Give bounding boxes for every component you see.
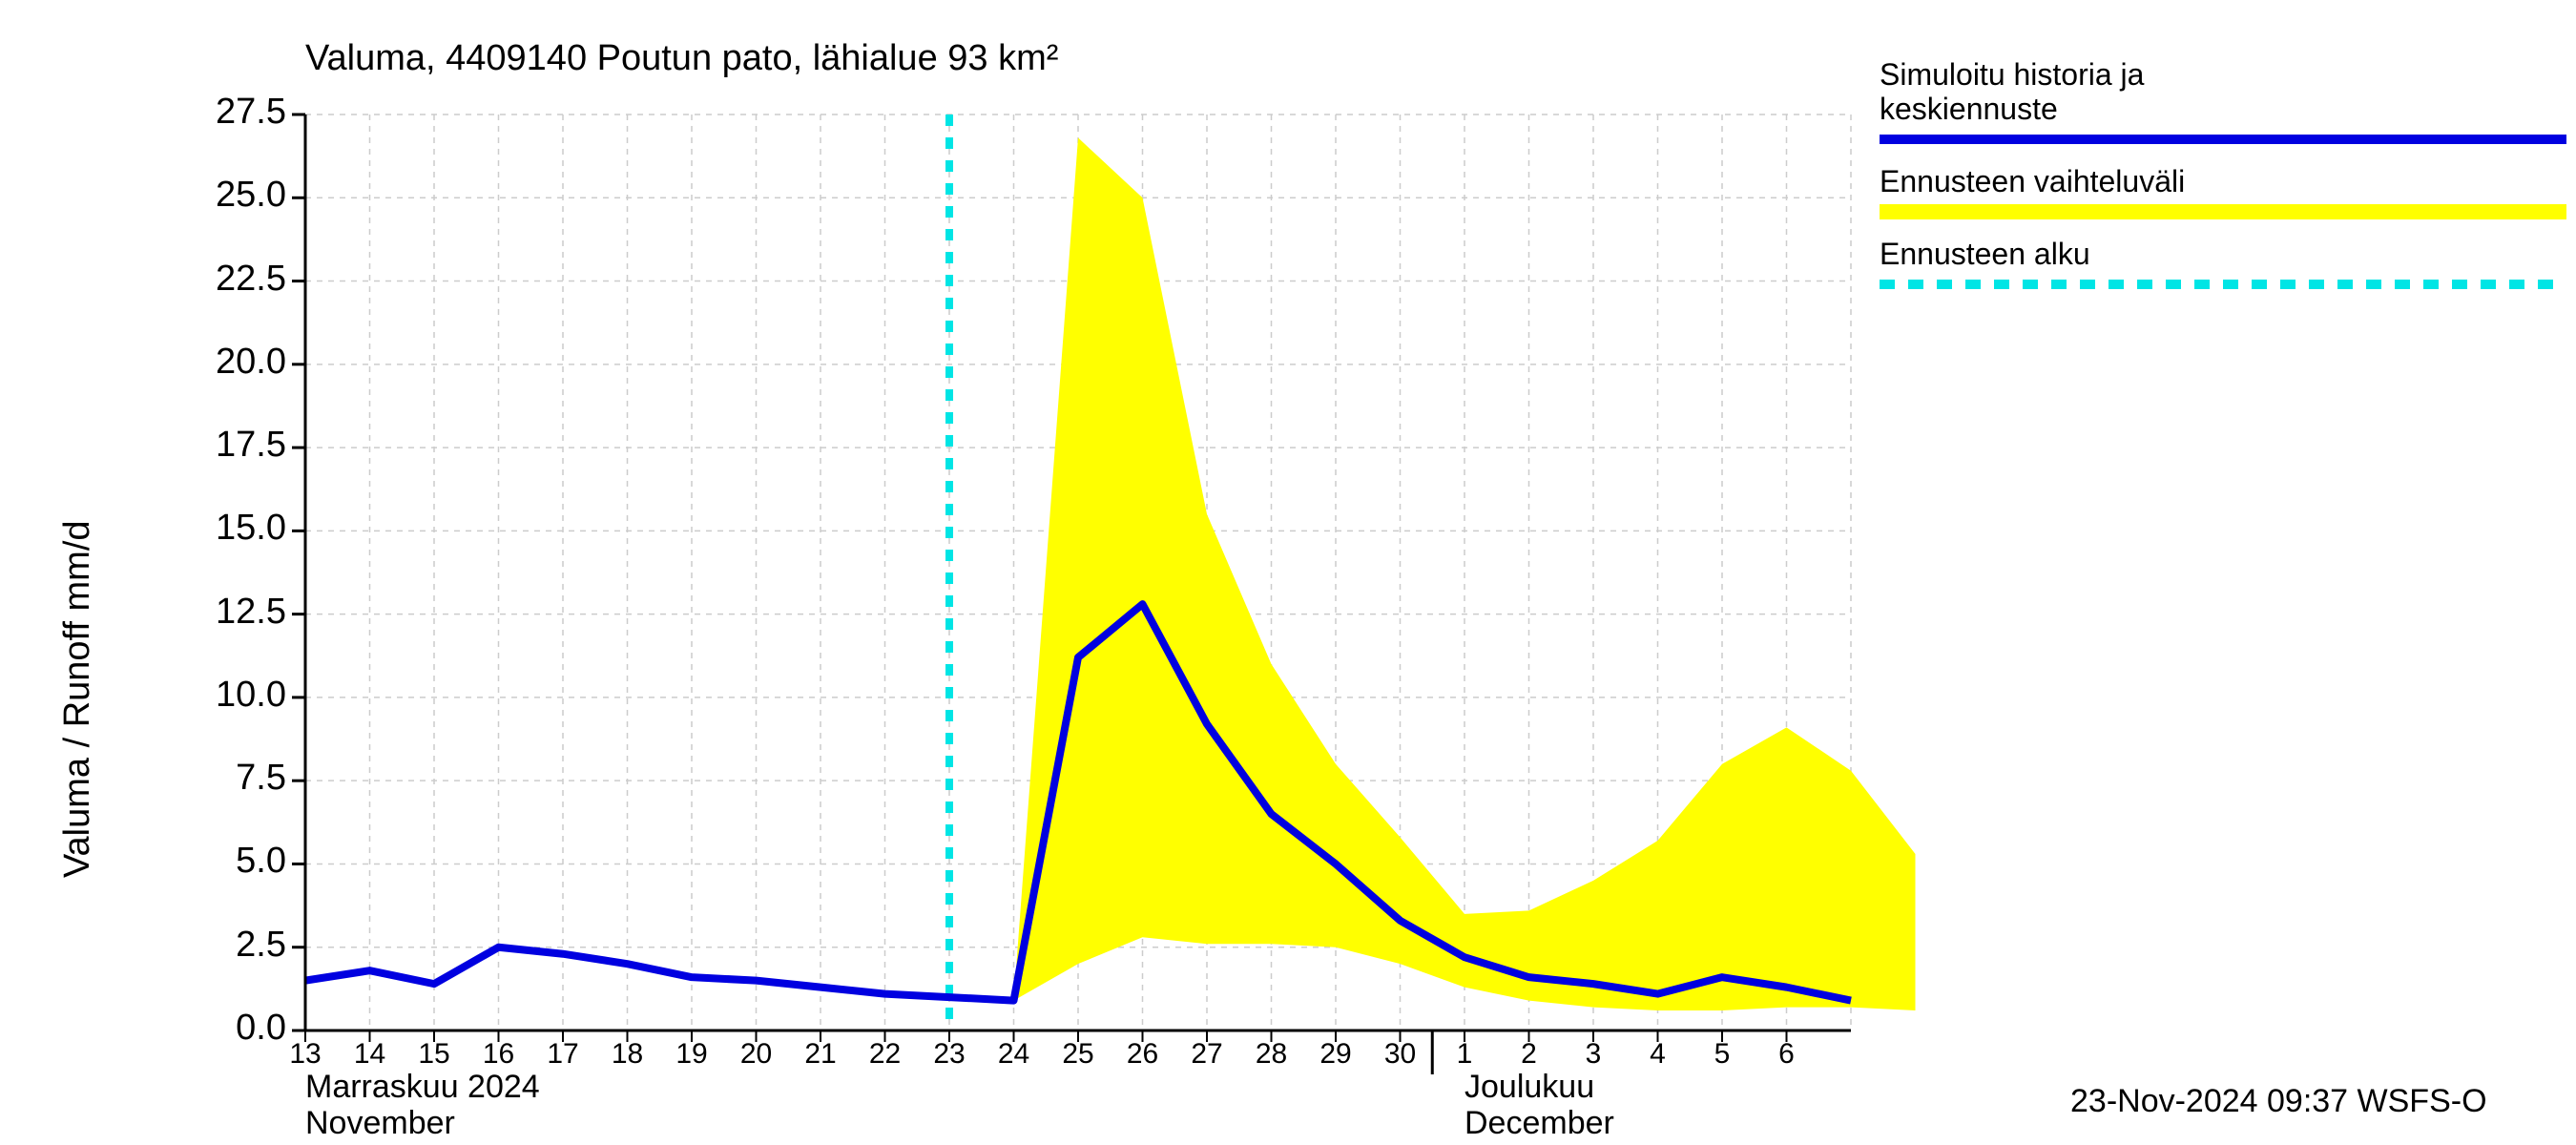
x-tick: 19	[673, 1038, 711, 1071]
legend-label: keskiennuste	[1880, 92, 2058, 127]
x-tick: 2	[1510, 1038, 1548, 1071]
legend-swatch	[1880, 275, 2566, 294]
legend-label: Ennusteen vaihteluväli	[1880, 164, 2185, 199]
y-tick: 17.5	[181, 425, 286, 466]
footer-timestamp: 23-Nov-2024 09:37 WSFS-O	[2070, 1083, 2487, 1120]
y-tick: 20.0	[181, 342, 286, 383]
month1-en: November	[305, 1105, 455, 1142]
chart-container: Valuma, 4409140 Poutun pato, lähialue 93…	[0, 0, 2576, 1145]
x-tick: 4	[1639, 1038, 1677, 1071]
x-tick: 15	[415, 1038, 453, 1071]
x-tick: 5	[1703, 1038, 1741, 1071]
x-tick: 18	[609, 1038, 647, 1071]
y-tick: 22.5	[181, 259, 286, 300]
y-tick: 25.0	[181, 175, 286, 216]
y-tick: 12.5	[181, 592, 286, 633]
x-tick: 25	[1059, 1038, 1097, 1071]
y-tick: 0.0	[181, 1008, 286, 1049]
x-tick: 28	[1253, 1038, 1291, 1071]
x-tick: 1	[1445, 1038, 1484, 1071]
x-tick: 29	[1317, 1038, 1355, 1071]
y-tick: 7.5	[181, 758, 286, 799]
plot-area	[0, 0, 2576, 1145]
y-tick: 27.5	[181, 92, 286, 133]
legend-label: Simuloitu historia ja	[1880, 57, 2144, 93]
x-tick: 22	[866, 1038, 904, 1071]
x-tick: 16	[480, 1038, 518, 1071]
month2-en: December	[1465, 1105, 1614, 1142]
x-tick: 26	[1124, 1038, 1162, 1071]
y-tick: 2.5	[181, 925, 286, 966]
x-tick: 23	[930, 1038, 968, 1071]
x-tick: 6	[1768, 1038, 1806, 1071]
y-tick: 5.0	[181, 841, 286, 882]
x-tick: 20	[737, 1038, 776, 1071]
x-tick: 30	[1381, 1038, 1420, 1071]
x-tick: 21	[801, 1038, 840, 1071]
month2-fi: Joulukuu	[1465, 1069, 1594, 1106]
y-tick: 15.0	[181, 508, 286, 549]
x-tick: 17	[544, 1038, 582, 1071]
x-tick: 13	[286, 1038, 324, 1071]
x-tick: 27	[1188, 1038, 1226, 1071]
legend-swatch	[1880, 202, 2566, 221]
legend-label: Ennusteen alku	[1880, 237, 2090, 272]
x-tick: 14	[351, 1038, 389, 1071]
x-tick: 24	[995, 1038, 1033, 1071]
legend-swatch	[1880, 130, 2566, 149]
y-tick: 10.0	[181, 675, 286, 716]
x-tick: 3	[1574, 1038, 1612, 1071]
month1-fi: Marraskuu 2024	[305, 1069, 540, 1106]
